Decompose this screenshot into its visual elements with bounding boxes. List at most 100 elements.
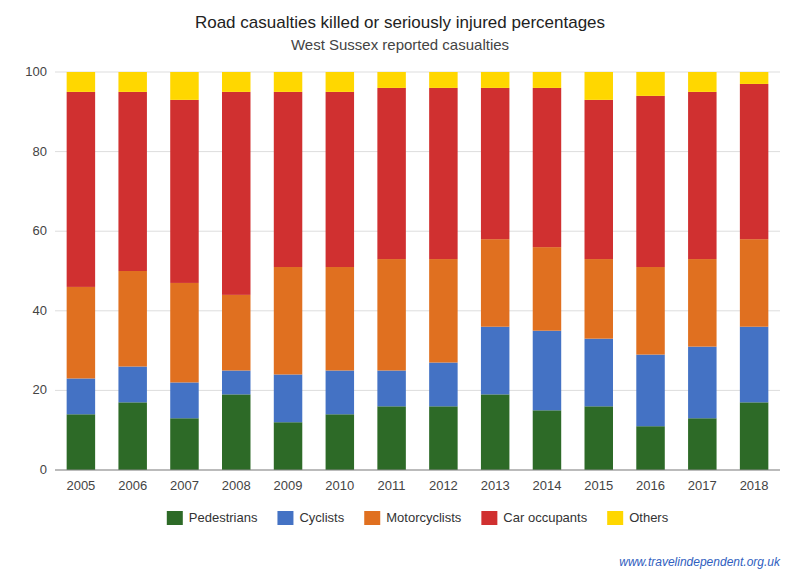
bar-segment [170, 382, 198, 418]
bar-segment [170, 418, 198, 470]
bar-segment [481, 239, 509, 327]
bar-segment [481, 72, 509, 88]
bar-segment [636, 267, 664, 355]
bar-segment [585, 406, 613, 470]
bar-segment [688, 72, 716, 92]
bar-segment [118, 402, 146, 470]
x-tick-label: 2015 [584, 478, 613, 493]
bar-segment [326, 92, 354, 267]
bar-segment [585, 100, 613, 259]
bar-segment [533, 247, 561, 331]
x-tick-label: 2013 [481, 478, 510, 493]
bar-segment [222, 92, 250, 295]
bar-segment [481, 394, 509, 470]
bar-segment [636, 96, 664, 267]
x-tick-label: 2008 [222, 478, 251, 493]
bar-segment [67, 287, 95, 379]
bar-segment [585, 259, 613, 339]
grid-line [55, 310, 780, 311]
bar-segment [481, 88, 509, 239]
bar-segment [636, 355, 664, 427]
x-tick-label: 2012 [429, 478, 458, 493]
bar-segment [118, 367, 146, 403]
grid-line [55, 470, 780, 471]
bar-segment [274, 374, 302, 422]
x-tick-label: 2017 [688, 478, 717, 493]
bar-segment [429, 259, 457, 362]
title: Road casualties killed or seriously inju… [195, 13, 605, 32]
bar-segment [377, 406, 405, 470]
bar-segment [377, 371, 405, 407]
bar-segment [67, 72, 95, 92]
bar-segment [688, 259, 716, 347]
legend-swatch [277, 511, 293, 525]
grid-line [55, 390, 780, 391]
bar-segment [636, 72, 664, 96]
bar-segment [118, 271, 146, 367]
subtitle: West Sussex reported casualties [291, 36, 509, 53]
y-tick-label: 0 [40, 462, 47, 477]
x-axis-line [55, 470, 780, 471]
x-tick-label: 2006 [118, 478, 147, 493]
y-tick-label: 100 [25, 64, 47, 79]
x-tick-label: 2014 [533, 478, 562, 493]
x-tick-label: 2010 [325, 478, 354, 493]
y-tick-label: 80 [33, 144, 47, 159]
bar-segment [688, 347, 716, 419]
bar-segment [636, 426, 664, 470]
bar-segment [274, 92, 302, 267]
legend-label: Others [629, 510, 669, 525]
grid-line [55, 72, 780, 73]
x-axis: 2005200620072008200920102011201220132014… [66, 478, 768, 493]
bar-segment [326, 72, 354, 92]
bar-segment [533, 72, 561, 88]
x-tick-label: 2005 [66, 478, 95, 493]
bar-segment [429, 406, 457, 470]
bar-segment [585, 72, 613, 100]
x-tick-label: 2018 [740, 478, 769, 493]
bar-segment [118, 72, 146, 92]
bars [67, 72, 769, 470]
y-tick-label: 60 [33, 223, 47, 238]
bar-segment [170, 283, 198, 383]
bar-segment [740, 72, 768, 84]
bar-segment [67, 414, 95, 470]
bar-segment [222, 371, 250, 395]
bar-segment [377, 72, 405, 88]
x-tick-label: 2011 [378, 478, 406, 493]
legend-label: Car occupants [503, 510, 587, 525]
legend-item: Pedestrians [167, 510, 258, 525]
bar-segment [740, 84, 768, 239]
bar-segment [222, 295, 250, 371]
bar-segment [274, 422, 302, 470]
x-tick-label: 2016 [636, 478, 665, 493]
grid-line [55, 151, 780, 152]
bar-segment [67, 378, 95, 414]
bar-segment [740, 402, 768, 470]
grid-line [55, 231, 780, 232]
bar-segment [326, 371, 354, 415]
x-tick-label: 2007 [170, 478, 199, 493]
legend-swatch [481, 511, 497, 525]
legend-item: Motorcyclists [364, 510, 462, 525]
bar-segment [274, 267, 302, 374]
legend-label: Cyclists [299, 510, 344, 525]
bar-segment [740, 327, 768, 403]
legend: Pedestrians Cyclists Motorcyclists Car occu… [167, 510, 669, 525]
legend-label: Pedestrians [189, 510, 258, 525]
bar-segment [429, 72, 457, 88]
bar-segment [377, 88, 405, 259]
bar-segment [222, 72, 250, 92]
bar-segment [326, 414, 354, 470]
bar-segment [222, 394, 250, 470]
bar-segment [740, 239, 768, 327]
y-tick-label: 20 [33, 382, 47, 397]
legend-item: Car occupants [481, 510, 587, 525]
bar-segment [429, 88, 457, 259]
chart: Road casualties killed or seriously inju… [0, 0, 800, 580]
bar-segment [67, 92, 95, 287]
bar-segment [585, 339, 613, 407]
bar-segment [533, 410, 561, 470]
bar-segment [170, 72, 198, 100]
legend-item: Cyclists [277, 510, 344, 525]
